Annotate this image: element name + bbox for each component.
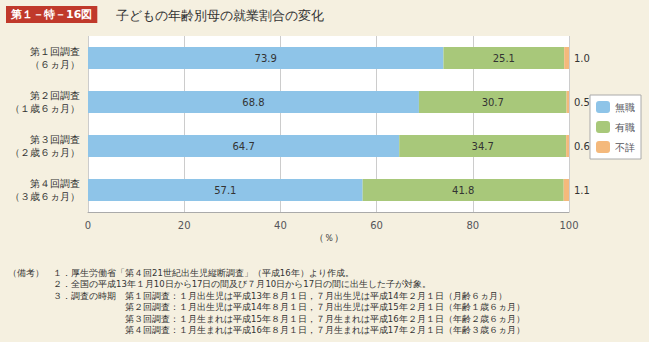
svg-text:40: 40 <box>274 220 287 231</box>
svg-text:73.9: 73.9 <box>255 53 277 64</box>
svg-text:57.1: 57.1 <box>214 185 236 196</box>
svg-text:（備考） １．厚生労働省「第４回21世紀出生児縦断調査」（平: （備考） １．厚生労働省「第４回21世紀出生児縦断調査」（平成16年）より作成。 <box>8 268 354 278</box>
svg-text:25.1: 25.1 <box>493 53 515 64</box>
svg-text:20: 20 <box>178 220 191 231</box>
svg-text:第１－特－16図: 第１－特－16図 <box>10 8 92 21</box>
svg-text:64.7: 64.7 <box>232 141 254 152</box>
svg-text:第４回調査: 第４回調査 <box>30 178 80 189</box>
svg-text:1.0: 1.0 <box>574 53 590 64</box>
svg-text:0: 0 <box>85 220 91 231</box>
svg-text:80: 80 <box>466 220 479 231</box>
svg-text:無職: 無職 <box>615 102 635 113</box>
svg-text:不詳: 不詳 <box>615 142 635 153</box>
svg-text:第１回調査: 第１回調査 <box>30 46 80 57</box>
svg-text:（６ヵ月）: （６ヵ月） <box>30 59 80 70</box>
svg-text:（％）: （％） <box>314 232 344 243</box>
svg-text:100: 100 <box>559 220 578 231</box>
svg-text:60: 60 <box>370 220 383 231</box>
svg-text:34.7: 34.7 <box>472 141 494 152</box>
svg-text:41.8: 41.8 <box>452 185 474 196</box>
svg-text:30.7: 30.7 <box>482 97 504 108</box>
svg-text:0.5: 0.5 <box>574 97 590 108</box>
svg-text:第３回調査: 第３回調査 <box>30 134 80 145</box>
svg-text:有職: 有職 <box>615 122 635 133</box>
svg-text:第４回調査：１月生まれは平成16年８月１日，７月生まれは平成: 第４回調査：１月生まれは平成16年８月１日，７月生まれは平成17年２月１日（年齢… <box>8 325 525 335</box>
svg-text:第２回調査：１月出生児は平成14年８月１日，７月出生児は平成: 第２回調査：１月出生児は平成14年８月１日，７月出生児は平成15年２月１日（年齢… <box>8 302 525 312</box>
svg-text:（３歳６ヵ月）: （３歳６ヵ月） <box>10 191 80 202</box>
svg-text:第２回調査: 第２回調査 <box>30 90 80 101</box>
svg-text:子どもの年齢別母の就業割合の変化: 子どもの年齢別母の就業割合の変化 <box>116 8 324 23</box>
svg-text:68.8: 68.8 <box>242 97 264 108</box>
svg-text:（２歳６ヵ月）: （２歳６ヵ月） <box>10 147 80 158</box>
svg-text:1.1: 1.1 <box>574 185 590 196</box>
svg-text:0.6: 0.6 <box>574 141 590 152</box>
svg-text:第３回調査：１月生まれは平成15年８月１日，７月生まれは平成: 第３回調査：１月生まれは平成15年８月１日，７月生まれは平成16年２月１日（年齢… <box>8 314 525 324</box>
svg-text:３．調査の時期 第１回調査：１月出生児は平成13年８月１日，: ３．調査の時期 第１回調査：１月出生児は平成13年８月１日，７月出生児は平成14… <box>8 291 507 301</box>
svg-text:（１歳６ヵ月）: （１歳６ヵ月） <box>10 103 80 114</box>
svg-text:２．全国の平成13年１月10日から17日の間及び７月10日か: ２．全国の平成13年１月10日から17日の間及び７月10日から17日の間に出生し… <box>8 279 431 289</box>
